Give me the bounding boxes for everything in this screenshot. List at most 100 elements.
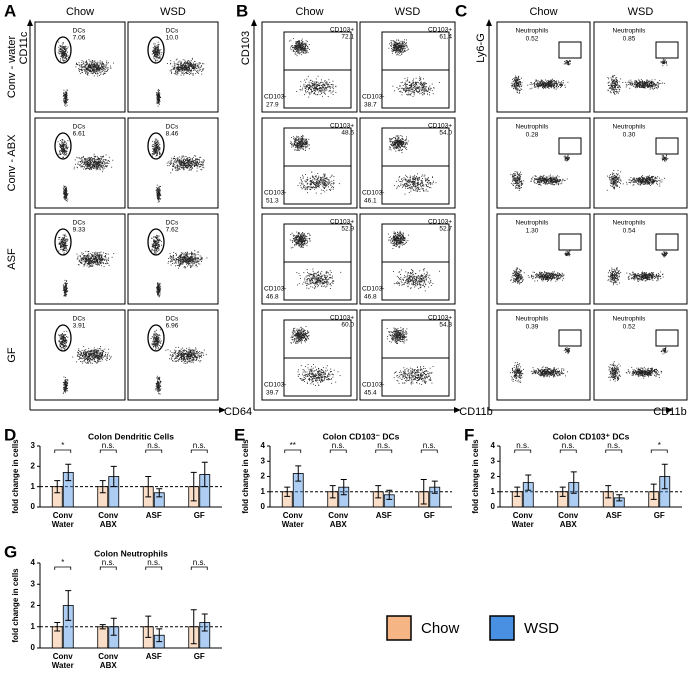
- event-dot: [158, 288, 160, 290]
- event-dot: [64, 388, 65, 390]
- event-dot: [65, 99, 66, 101]
- event-dot: [198, 63, 200, 65]
- event-dot: [175, 159, 177, 161]
- event-dot: [185, 256, 187, 258]
- event-dot: [79, 164, 81, 165]
- event-dot: [92, 353, 94, 355]
- event-dot: [83, 351, 85, 353]
- event-dot: [187, 261, 189, 263]
- event-dot: [169, 350, 171, 352]
- event-dot: [67, 378, 69, 380]
- event-dot: [156, 251, 158, 253]
- event-dot: [178, 67, 180, 69]
- event-dot: [155, 336, 157, 338]
- event-dot: [65, 242, 67, 244]
- event-dot: [58, 239, 60, 240]
- event-dot: [61, 339, 63, 341]
- event-dot: [158, 235, 160, 237]
- event-dot: [88, 161, 90, 163]
- event-dot: [79, 158, 81, 160]
- event-dot: [89, 168, 91, 170]
- event-dot: [85, 69, 87, 71]
- event-dot: [83, 168, 85, 170]
- event-dot: [91, 165, 93, 167]
- event-dot: [94, 65, 96, 67]
- event-dot: [195, 63, 197, 65]
- event-dot: [159, 154, 161, 156]
- event-dot: [65, 196, 67, 198]
- event-dot: [198, 161, 200, 163]
- event-dot: [183, 169, 185, 171]
- event-dot: [100, 63, 101, 65]
- event-dot: [192, 255, 194, 257]
- event-dot: [201, 259, 203, 261]
- event-dot: [83, 163, 84, 165]
- event-dot: [97, 167, 98, 169]
- event-dot: [63, 197, 65, 199]
- event-dot: [191, 251, 192, 253]
- event-dot: [102, 163, 104, 165]
- event-dot: [101, 155, 103, 157]
- event-dot: [102, 166, 103, 168]
- event-dot: [173, 68, 175, 70]
- gate-value: 7.62: [166, 227, 179, 234]
- event-dot: [100, 345, 101, 347]
- event-dot: [62, 346, 64, 348]
- event-dot: [153, 332, 155, 334]
- event-dot: [98, 161, 100, 163]
- gate-value: 9.33: [73, 227, 86, 234]
- event-dot: [101, 358, 103, 360]
- event-dot: [87, 161, 89, 163]
- event-dot: [180, 157, 182, 159]
- event-dot: [58, 341, 60, 343]
- event-dot: [105, 352, 107, 354]
- event-dot: [83, 63, 85, 65]
- event-dot: [196, 68, 198, 70]
- event-dot: [89, 63, 91, 65]
- event-dot: [157, 144, 158, 145]
- event-dot: [61, 245, 62, 247]
- event-dot: [155, 151, 157, 153]
- event-dot: [102, 67, 104, 69]
- event-dot: [100, 260, 102, 262]
- event-dot: [65, 154, 67, 156]
- event-dot: [185, 68, 187, 70]
- event-dot: [157, 96, 159, 98]
- event-dot: [156, 333, 158, 335]
- event-dot: [100, 161, 102, 163]
- event-dot: [60, 342, 62, 344]
- event-dot: [180, 74, 182, 76]
- event-dot: [173, 68, 175, 70]
- event-dot: [65, 98, 66, 99]
- event-dot: [97, 66, 99, 68]
- event-dot: [103, 263, 104, 265]
- event-dot: [191, 58, 193, 60]
- event-dot: [159, 190, 161, 192]
- event-dot: [87, 68, 89, 70]
- event-dot: [86, 167, 88, 169]
- event-dot: [91, 355, 93, 357]
- event-dot: [180, 165, 182, 167]
- event-dot: [87, 160, 89, 162]
- event-dot: [187, 254, 189, 256]
- event-dot: [81, 68, 83, 70]
- event-dot: [189, 164, 191, 166]
- event-dot: [181, 166, 183, 168]
- gate: [147, 36, 165, 64]
- event-dot: [156, 189, 158, 191]
- event-dot: [152, 338, 154, 340]
- event-dot: [92, 260, 94, 262]
- event-dot: [89, 162, 91, 164]
- event-dot: [153, 339, 154, 341]
- event-dot: [192, 66, 194, 68]
- event-dot: [201, 261, 202, 262]
- event-dot: [191, 163, 193, 165]
- event-dot: [95, 164, 97, 166]
- event-dot: [102, 66, 104, 68]
- event-dot: [90, 168, 92, 170]
- event-dot: [88, 164, 90, 166]
- event-dot: [160, 186, 161, 187]
- event-dot: [155, 145, 157, 147]
- event-dot: [97, 63, 99, 65]
